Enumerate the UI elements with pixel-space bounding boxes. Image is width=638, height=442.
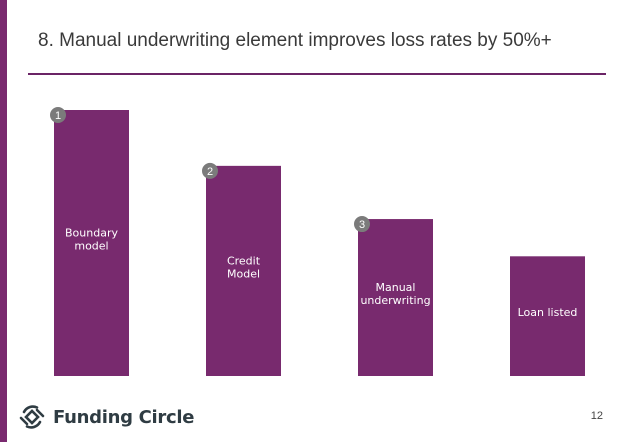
bar-boundary-model: [54, 110, 129, 376]
step-badge-3: [354, 216, 370, 233]
bar-label-line: Credit: [227, 254, 261, 267]
page-number: 12: [590, 410, 603, 422]
left-accent-bar: [0, 0, 7, 442]
step-badge-1: [50, 107, 66, 123]
step-badge-number-2: 2: [207, 166, 213, 178]
bar-label-line: Boundary: [65, 227, 118, 240]
bar-label-line: Loan listed: [518, 306, 578, 319]
bar-label-manual-underwriting: Manual underwriting: [360, 281, 430, 307]
step-badge-2: [202, 162, 218, 179]
bar-label-boundary-model: Boundary model: [65, 227, 118, 253]
bar-label-line: model: [74, 240, 108, 253]
bar-label-credit-model: Credit Model: [227, 254, 261, 280]
step-badge-number-1: 1: [55, 110, 61, 122]
title-divider: [28, 73, 606, 75]
bar-chart: Boundary model 1 Credit Model 2 Manual underwri…: [50, 107, 585, 376]
bar-credit-model: [206, 165, 281, 376]
bar-label-line: underwriting: [360, 294, 430, 307]
footer-brand: Funding Circle: [18, 402, 194, 432]
step-badge-number-3: 3: [359, 219, 365, 231]
bar-label-loan-listed: Loan listed: [518, 306, 578, 319]
slide-title: 8. Manual underwriting element improves …: [38, 30, 552, 51]
bar-label-line: Model: [227, 267, 260, 280]
brand-name: Funding Circle: [53, 406, 195, 428]
funding-circle-logo-icon: [19, 405, 45, 429]
bar-label-line: Manual: [376, 281, 416, 294]
bar-manual-underwriting: [358, 219, 433, 376]
bar-loan-listed: [510, 256, 585, 376]
